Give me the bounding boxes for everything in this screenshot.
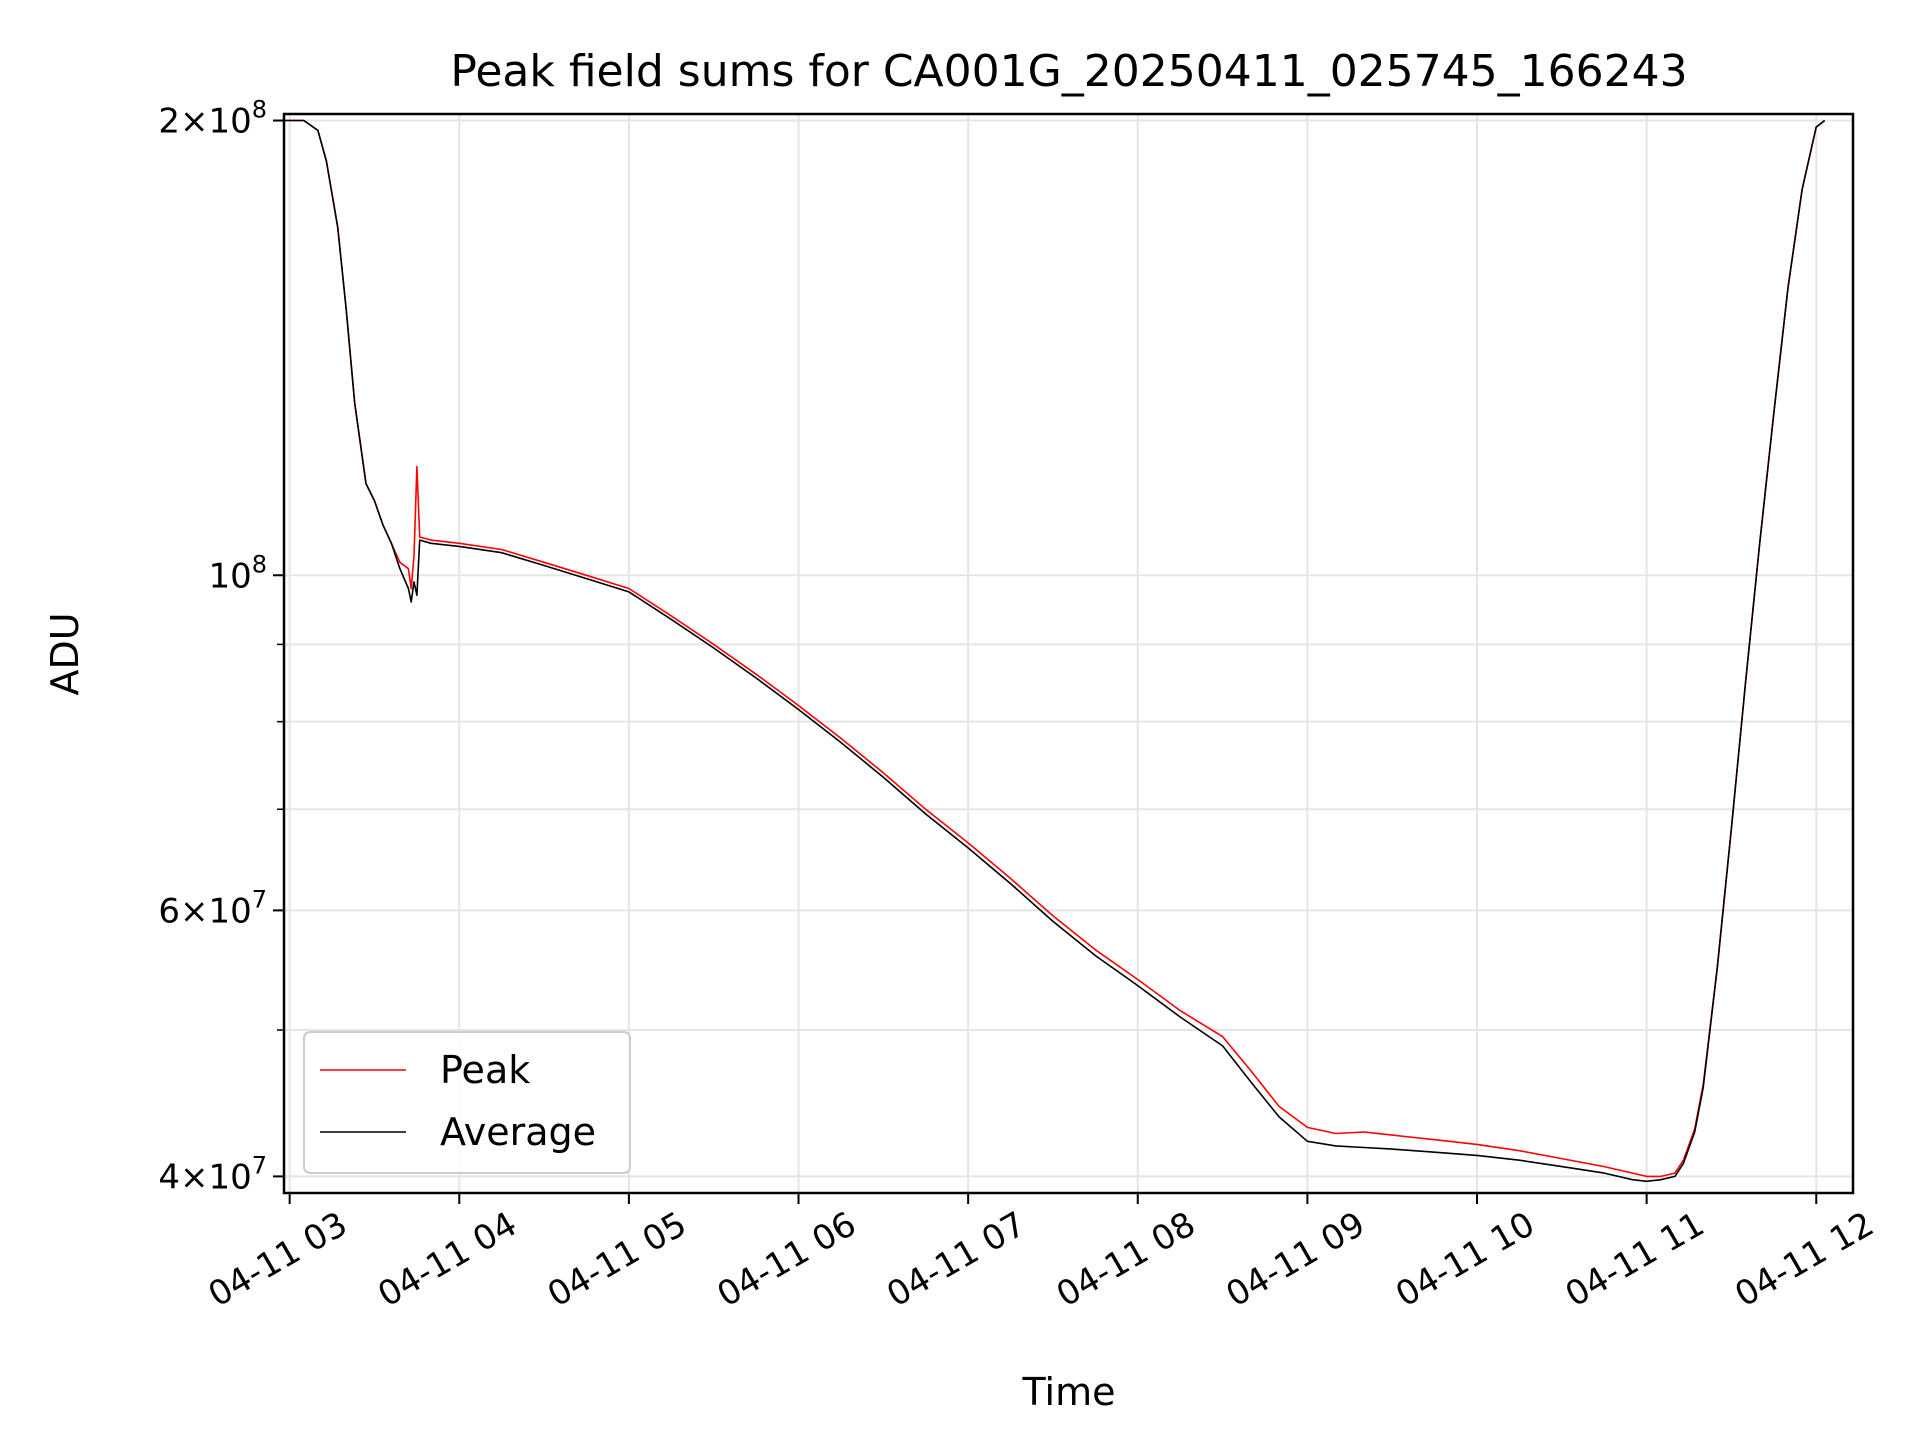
grid — [284, 114, 1853, 1193]
legend: Peak Average — [303, 1031, 631, 1174]
plot-frame — [282, 112, 1855, 1195]
y-tick-label: 108 — [208, 550, 267, 596]
x-axis-label: Time — [1022, 1370, 1116, 1414]
legend-frame — [303, 1031, 631, 1174]
x-tick-label: 04-11 11 — [1559, 1204, 1711, 1315]
chart-title: Peak field sums for CA001G_20250411_0257… — [450, 46, 1687, 97]
x-tick-label: 04-11 04 — [371, 1204, 523, 1315]
x-axis: 04-11 03 04-11 04 04-11 05 04-11 06 04-11 07… — [202, 1193, 1881, 1315]
y-axis-label: ADU — [43, 612, 87, 695]
y-tick-label: 4×107 — [158, 1151, 267, 1197]
legend-label-average: Average — [440, 1110, 596, 1154]
y-tick-label: 2×108 — [158, 96, 267, 142]
series-layer — [284, 119, 1826, 1183]
x-tick-label: 04-11 08 — [1050, 1204, 1202, 1315]
x-tick-label: 04-11 03 — [202, 1204, 354, 1315]
x-tick-label: 04-11 10 — [1389, 1204, 1541, 1315]
series-line-average — [284, 119, 1826, 1183]
series-line-peak — [284, 119, 1826, 1178]
x-tick-label: 04-11 05 — [541, 1204, 693, 1315]
x-tick-label: 04-11 07 — [880, 1204, 1032, 1315]
legend-label-peak: Peak — [440, 1048, 530, 1092]
y-axis: 4×107 6×107 108 2×108 — [158, 96, 284, 1197]
x-tick-label: 04-11 09 — [1219, 1204, 1371, 1315]
x-tick-label: 04-11 12 — [1728, 1204, 1880, 1315]
y-tick-label: 6×107 — [158, 885, 267, 931]
x-tick-label: 04-11 06 — [711, 1204, 863, 1315]
